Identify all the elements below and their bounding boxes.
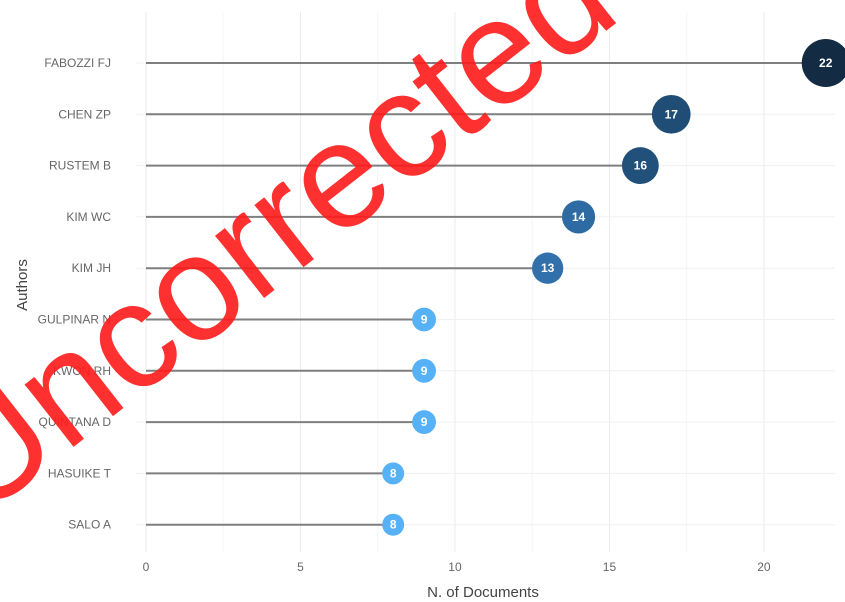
bubble-value-label: 8 [390, 466, 397, 480]
x-tick-label: 5 [297, 560, 304, 574]
bubble-value-label: 9 [421, 364, 428, 378]
bubble [382, 513, 405, 536]
x-tick-label: 10 [448, 560, 462, 574]
bubble [561, 200, 596, 234]
bubble [412, 410, 437, 435]
bubble-value-label: 8 [390, 518, 397, 532]
bubble-value-label: 16 [634, 159, 648, 173]
y-tick-label: KWON RH [53, 364, 111, 378]
y-tick-label: HASUIKE T [48, 466, 112, 480]
y-tick-label: CHEN ZP [58, 107, 111, 121]
y-tick-labels: FABOZZI FJ CHEN ZP RUSTEM B KIM WC KIM JH GUL… [38, 56, 112, 532]
bubble-value-label: 17 [665, 107, 679, 121]
x-tick-label: 15 [603, 560, 617, 574]
x-axis-title: N. of Documents [427, 584, 539, 601]
stems [146, 62, 826, 526]
y-tick-label: RUSTEM B [49, 159, 111, 173]
y-tick-label: GULPINAR N [38, 313, 111, 327]
bubble [532, 252, 564, 284]
bubble-value-label: 9 [421, 415, 428, 429]
bubble-value-label: 14 [572, 210, 586, 224]
x-tick-label: 20 [757, 560, 771, 574]
x-tick-label: 0 [143, 560, 150, 574]
y-axis-title: Authors [14, 259, 31, 311]
bubble [801, 39, 845, 87]
x-tick-labels: 0 5 10 15 20 [143, 560, 771, 574]
bubble-value-label: 22 [819, 56, 833, 70]
bubble [412, 307, 437, 332]
bubble [412, 358, 437, 383]
bubbles: 22 17 16 14 13 9 9 9 8 8 [382, 39, 845, 536]
y-tick-label: SALO A [68, 518, 111, 532]
bubble [382, 462, 405, 485]
y-tick-label: QUINTANA D [39, 415, 112, 429]
y-tick-label: FABOZZI FJ [44, 56, 111, 70]
bubble-value-label: 9 [421, 313, 428, 327]
y-tick-label: KIM WC [66, 210, 111, 224]
bubble [621, 147, 659, 185]
bubble-value-label: 13 [541, 261, 555, 275]
y-tick-label: KIM JH [72, 261, 111, 275]
bubble [651, 94, 691, 134]
